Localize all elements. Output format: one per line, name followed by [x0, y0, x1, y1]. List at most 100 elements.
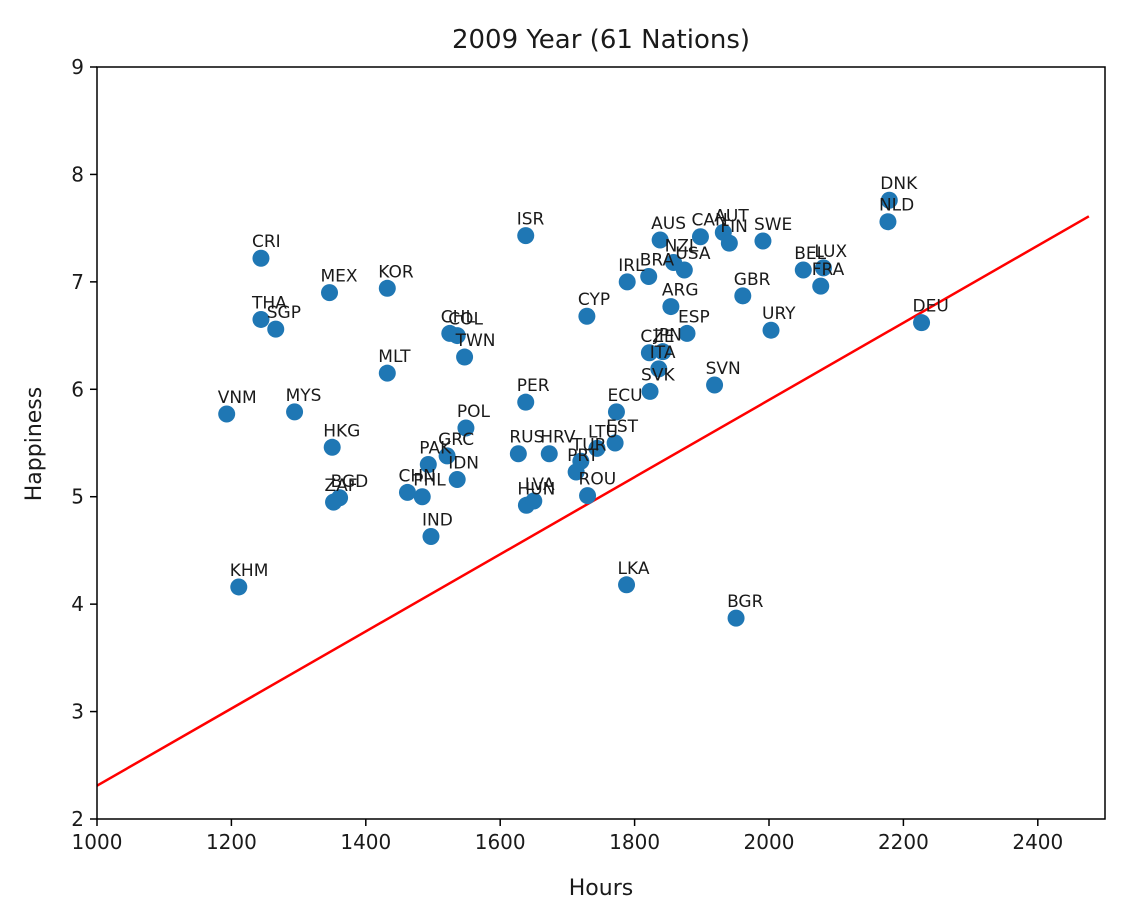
point-label-est: EST: [606, 417, 639, 437]
data-point-zaf: [325, 493, 343, 511]
point-label-col: COL: [448, 310, 483, 330]
point-label-jpn: JPN: [653, 326, 682, 346]
point-label-pak: PAK: [419, 438, 452, 458]
point-label-dnk: DNK: [880, 174, 918, 194]
point-label-ury: URY: [762, 304, 796, 324]
point-label-vnm: VNM: [218, 388, 257, 408]
y-tick-label: 3: [71, 700, 84, 724]
data-point-esp: [678, 324, 696, 342]
point-label-lka: LKA: [618, 559, 650, 579]
data-point-mys: [286, 403, 304, 421]
data-point-vnm: [218, 405, 236, 423]
data-point-rou: [579, 487, 597, 505]
point-label-bel: BEL: [794, 244, 826, 264]
point-label-khm: KHM: [230, 561, 269, 581]
data-point-pol: [457, 419, 475, 437]
point-label-tur: TUR: [571, 435, 607, 455]
point-label-irl: IRL: [618, 256, 645, 276]
chart-title: 2009 Year (61 Nations): [452, 25, 750, 55]
y-tick-label: 5: [71, 485, 84, 509]
data-point-usa: [675, 261, 693, 279]
x-tick-label: 1600: [475, 830, 526, 854]
data-point-cze: [640, 344, 658, 362]
point-label-can: CAN: [691, 211, 727, 231]
data-point-can: [691, 228, 709, 246]
point-label-mlt: MLT: [378, 347, 411, 367]
data-point-grc: [438, 447, 456, 465]
point-label-mex: MEX: [321, 267, 358, 287]
data-point-prt: [567, 463, 585, 481]
point-label-svn: SVN: [706, 359, 741, 379]
y-tick-label: 2: [71, 807, 84, 831]
point-label-lux: LUX: [814, 242, 847, 262]
point-label-cyp: CYP: [578, 290, 610, 310]
point-label-prt: PRT: [567, 446, 599, 466]
point-label-hrv: HRV: [540, 428, 576, 448]
data-point-fin: [720, 234, 738, 252]
data-point-cri: [252, 249, 270, 267]
y-axis-label: Happiness: [22, 387, 47, 501]
data-point-isr: [517, 227, 535, 245]
data-point-lka: [618, 576, 636, 594]
point-label-bra: BRA: [640, 250, 675, 270]
point-label-ind: IND: [422, 510, 453, 530]
point-label-grc: GRC: [438, 430, 474, 450]
point-label-rou: ROU: [579, 470, 617, 490]
point-label-phl: PHL: [413, 471, 446, 491]
y-tick-label: 4: [71, 592, 84, 616]
x-tick-label: 1400: [340, 830, 391, 854]
point-label-tha: THA: [251, 293, 287, 313]
point-label-rus: RUS: [509, 428, 544, 448]
point-label-deu: DEU: [913, 297, 949, 317]
point-label-ita: ITA: [650, 343, 676, 363]
data-point-rus: [509, 445, 527, 463]
data-point-ind: [422, 527, 440, 545]
x-tick-label: 2000: [744, 830, 795, 854]
data-point-arg: [662, 298, 680, 316]
point-label-sgp: SGP: [267, 303, 301, 323]
data-point-dnk: [880, 191, 898, 209]
point-label-aus: AUS: [651, 214, 686, 234]
data-point-col: [448, 327, 466, 345]
data-point-ita: [650, 360, 668, 378]
data-point-nld: [879, 213, 897, 231]
data-point-ltu: [588, 439, 606, 457]
point-label-fin: FIN: [720, 217, 748, 237]
point-label-kor: KOR: [378, 262, 414, 282]
y-tick-label: 6: [71, 377, 84, 401]
data-point-lva: [525, 492, 543, 510]
data-point-ury: [762, 321, 780, 339]
point-label-svk: SVK: [641, 365, 675, 385]
data-point-mlt: [378, 364, 396, 382]
point-label-cri: CRI: [252, 232, 281, 252]
x-tick-label: 2200: [878, 830, 929, 854]
data-point-idn: [448, 471, 466, 489]
data-point-khm: [230, 578, 248, 596]
y-tick-label: 9: [71, 55, 84, 79]
point-label-usa: USA: [675, 244, 711, 264]
point-label-cze: CZE: [640, 327, 674, 347]
point-label-pol: POL: [457, 402, 491, 422]
point-label-esp: ESP: [678, 307, 710, 327]
point-label-lva: LVA: [525, 475, 555, 495]
y-tick-label: 8: [71, 162, 84, 186]
data-point-deu: [913, 314, 931, 332]
data-point-svk: [641, 382, 659, 400]
plot-frame: [96, 66, 1106, 820]
x-tick-label: 1800: [609, 830, 660, 854]
point-label-nld: NLD: [879, 196, 914, 216]
data-point-gbr: [734, 287, 752, 305]
data-point-bgr: [727, 609, 745, 627]
point-label-mys: MYS: [286, 386, 322, 406]
data-point-est: [606, 434, 624, 452]
point-label-fra: FRA: [812, 260, 845, 280]
data-point-kor: [378, 279, 396, 297]
point-label-aut: AUT: [714, 206, 749, 226]
point-label-nzl: NZL: [665, 237, 699, 257]
data-point-pak: [419, 455, 437, 473]
point-label-hun: HUN: [517, 479, 555, 499]
point-label-ltu: LTU: [588, 422, 618, 442]
data-point-chn: [398, 483, 416, 501]
data-point-bra: [640, 267, 658, 285]
